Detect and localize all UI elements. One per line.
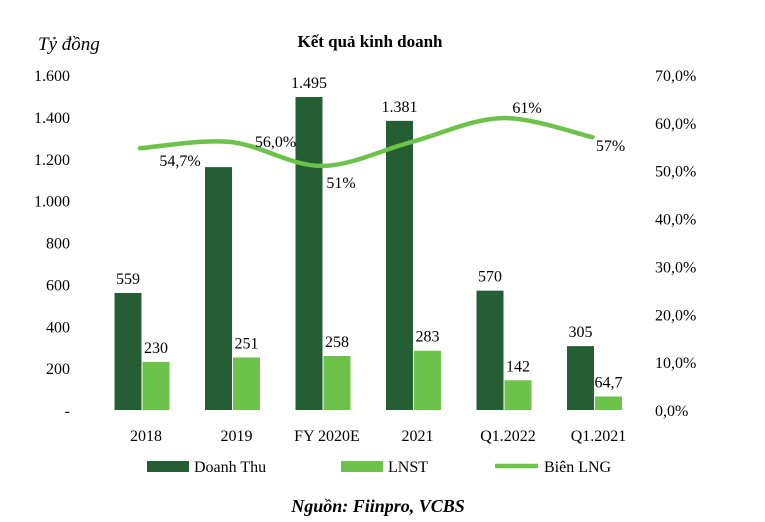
bar-label-lnst: 142 [506, 358, 530, 375]
bar-label-doanh-thu: 570 [478, 269, 502, 286]
bar-lnst [504, 380, 532, 410]
legend-label-bien-lng: Biên LNG [544, 459, 612, 476]
legend-label-doanh-thu: Doanh Thu [194, 459, 266, 476]
line-label-bien-lng: 61% [512, 100, 541, 117]
bar-lnst [414, 350, 441, 410]
y2-tick-label: 50,0% [655, 164, 696, 181]
chart-title: Kết quả kinh doanh [297, 32, 443, 51]
bar-doanh-thu [114, 292, 142, 410]
y-tick-label: 1.600 [34, 68, 70, 85]
bar-label-lnst: 258 [325, 334, 349, 351]
x-tick-label: 2018 [130, 428, 162, 445]
bar-label-lnst: 251 [235, 335, 259, 352]
y-tick-label: 800 [46, 236, 70, 253]
line-bien-lng [137, 115, 595, 169]
y-tick-label: 1.000 [34, 194, 70, 211]
bar-label-lnst: 283 [416, 329, 440, 346]
line-label-bien-lng: 57% [596, 138, 625, 155]
y-tick-label: 400 [46, 319, 70, 336]
legend-swatch-doanh-thu [147, 461, 189, 472]
y-tick-label: 1.400 [34, 110, 70, 127]
y-tick-label: - [65, 403, 70, 420]
y2-tick-label: 70,0% [655, 68, 696, 85]
x-tick-label: 2019 [221, 428, 253, 445]
source-note: Nguồn: Fiinpro, VCBS [290, 496, 465, 516]
x-tick-label: Q1.2022 [480, 428, 536, 445]
line-label-bien-lng: 56,0% [255, 134, 296, 151]
bar-label-lnst: 64,7 [595, 374, 623, 391]
y2-tick-label: 10,0% [655, 355, 696, 372]
bar-label-doanh-thu: 305 [569, 324, 593, 341]
x-tick-label: FY 2020E [294, 428, 360, 445]
y2-tick-label: 30,0% [655, 259, 696, 276]
y-tick-label: 200 [46, 361, 70, 378]
y2-tick-label: 20,0% [655, 307, 696, 324]
bar-doanh-thu [476, 290, 504, 410]
y-tick-label: 1.200 [34, 152, 70, 169]
line-label-bien-lng: 54,7% [159, 153, 200, 170]
x-tick-label: 2021 [402, 428, 434, 445]
line-label-bien-lng: 51% [326, 175, 355, 192]
bar-label-doanh-thu: 1.495 [291, 75, 327, 92]
bar-label-doanh-thu: 1.381 [382, 99, 418, 116]
legend-label-lnst: LNST [388, 459, 428, 476]
y2-tick-label: 0,0% [655, 403, 688, 420]
legend-swatch-lnst [341, 461, 383, 472]
bar-lnst [142, 361, 170, 410]
bar-doanh-thu [386, 120, 413, 411]
x-tick-label: Q1.2021 [571, 428, 627, 445]
y-axis-unit: Tỷ đồng [38, 34, 100, 55]
bar-lnst [323, 355, 351, 410]
bar-lnst [595, 396, 622, 410]
y2-tick-label: 40,0% [655, 212, 696, 229]
bar-lnst [233, 357, 260, 410]
bar-label-doanh-thu: 559 [116, 271, 140, 288]
bar-doanh-thu [205, 167, 232, 410]
bar-label-lnst: 230 [144, 340, 168, 357]
bar-doanh-thu [295, 96, 323, 410]
y2-tick-label: 60,0% [655, 116, 696, 133]
bar-doanh-thu [567, 346, 594, 410]
y-tick-label: 600 [46, 277, 70, 294]
